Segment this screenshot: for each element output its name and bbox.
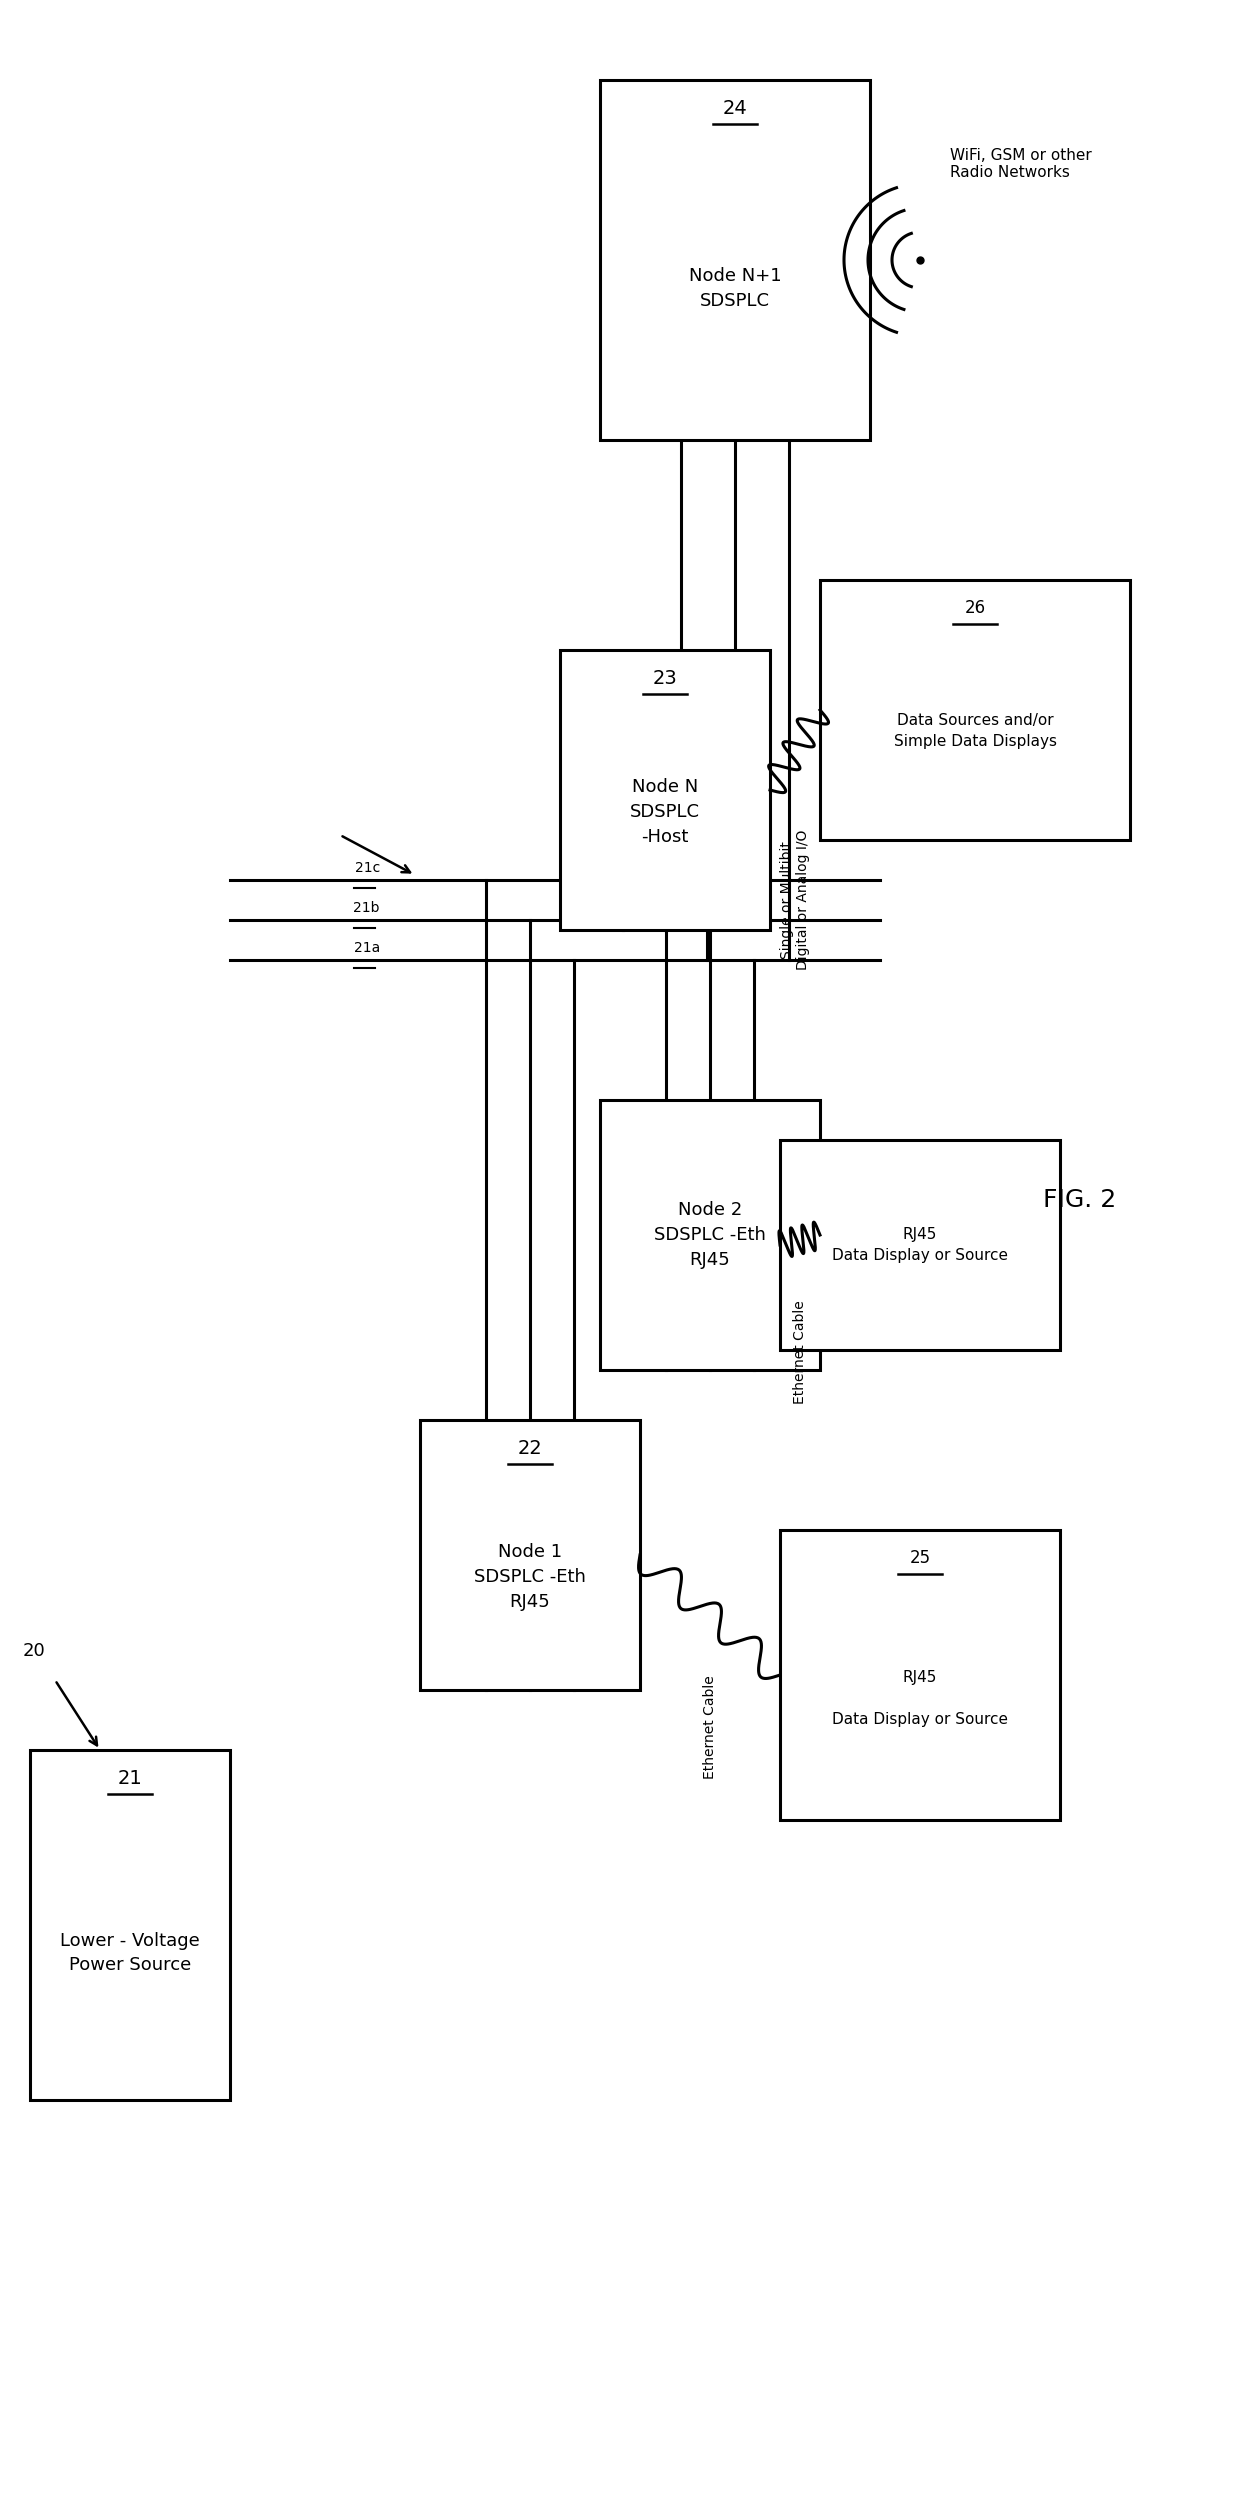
Text: Node 2
SDSPLC -Eth
RJ45: Node 2 SDSPLC -Eth RJ45 <box>653 1201 766 1269</box>
Text: 21a: 21a <box>353 941 379 956</box>
Text: 20: 20 <box>22 1641 45 1659</box>
Text: Single or Multibit
Digital or Analog I/O: Single or Multibit Digital or Analog I/O <box>780 831 810 971</box>
Text: 24: 24 <box>723 98 748 118</box>
Text: 21c: 21c <box>355 861 379 876</box>
Text: 22: 22 <box>517 1439 542 1459</box>
Text: WiFi, GSM or other
Radio Networks: WiFi, GSM or other Radio Networks <box>950 148 1091 180</box>
Text: Data Sources and/or
Simple Data Displays: Data Sources and/or Simple Data Displays <box>894 713 1056 748</box>
Text: 21: 21 <box>118 1769 143 1786</box>
Bar <box>600 80 870 440</box>
Text: 26: 26 <box>965 598 986 618</box>
Text: 21b: 21b <box>353 901 379 916</box>
Bar <box>820 580 1130 841</box>
Bar <box>780 1141 1060 1351</box>
Text: Ethernet Cable: Ethernet Cable <box>794 1301 807 1404</box>
Bar <box>420 1421 640 1689</box>
Text: Lower - Voltage
Power Source: Lower - Voltage Power Source <box>60 1932 200 1974</box>
Text: RJ45
Data Display or Source: RJ45 Data Display or Source <box>832 1226 1008 1264</box>
Text: RJ45

Data Display or Source: RJ45 Data Display or Source <box>832 1669 1008 1726</box>
Text: FIG. 2: FIG. 2 <box>1043 1188 1117 1211</box>
Text: 23: 23 <box>652 668 677 688</box>
Bar <box>30 1749 229 2099</box>
Text: Ethernet Cable: Ethernet Cable <box>703 1674 717 1779</box>
Bar <box>560 651 770 931</box>
Bar <box>600 1101 820 1371</box>
Bar <box>780 1531 1060 1819</box>
Text: 25: 25 <box>909 1549 930 1566</box>
Text: Node N+1
SDSPLC: Node N+1 SDSPLC <box>688 268 781 310</box>
Text: Node 1
SDSPLC -Eth
RJ45: Node 1 SDSPLC -Eth RJ45 <box>474 1544 587 1611</box>
Text: Node N
SDSPLC
-Host: Node N SDSPLC -Host <box>630 778 701 846</box>
